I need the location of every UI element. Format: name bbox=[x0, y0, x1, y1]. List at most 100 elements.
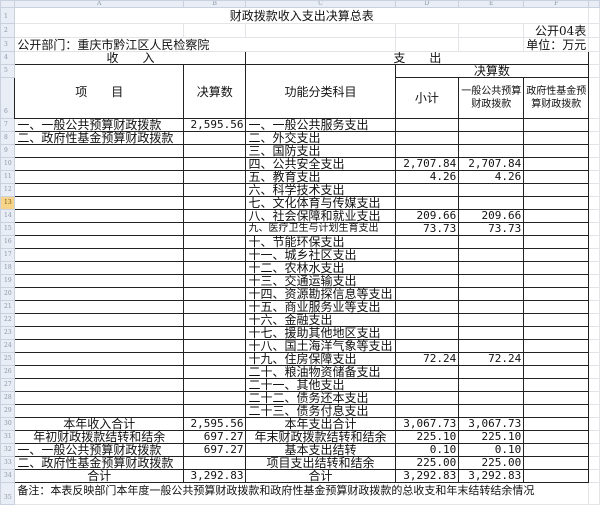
fund-budget-cell[interactable] bbox=[523, 157, 590, 171]
income-amount-cell[interactable] bbox=[183, 352, 247, 366]
general-budget-cell[interactable] bbox=[458, 196, 525, 210]
column-header-d[interactable]: D bbox=[394, 0, 460, 8]
row-header[interactable]: 24 bbox=[0, 339, 16, 353]
income-amount-cell[interactable] bbox=[183, 222, 247, 236]
income-item-cell[interactable] bbox=[14, 391, 185, 405]
income-item-cell[interactable] bbox=[14, 326, 185, 340]
fund-budget-cell[interactable] bbox=[523, 183, 590, 197]
row-header[interactable]: 16 bbox=[0, 235, 16, 249]
row-header[interactable]: 2 bbox=[0, 23, 16, 38]
income-amount-cell[interactable] bbox=[183, 209, 247, 223]
fund-budget-cell[interactable] bbox=[523, 248, 590, 262]
general-budget-cell[interactable] bbox=[458, 248, 525, 262]
fund-budget-cell[interactable] bbox=[523, 170, 590, 184]
fund-budget-cell[interactable] bbox=[523, 287, 590, 301]
income-amount-cell[interactable]: 2,595.56 bbox=[183, 118, 247, 132]
expense-function-cell[interactable]: 八、社会保障和就业支出 bbox=[245, 209, 396, 223]
subtotal-cell[interactable] bbox=[394, 183, 460, 197]
income-amount-cell[interactable] bbox=[183, 131, 247, 145]
general-budget-cell[interactable] bbox=[458, 131, 525, 145]
income-item-cell[interactable]: 一、一般公共预算财政拨款 bbox=[14, 118, 185, 132]
income-amount-cell[interactable] bbox=[183, 248, 247, 262]
fund-budget-cell[interactable] bbox=[523, 274, 590, 288]
income-item-cell[interactable] bbox=[14, 235, 185, 249]
general-budget-cell[interactable]: 209.66 bbox=[458, 209, 525, 223]
subtotal-cell[interactable] bbox=[394, 339, 460, 353]
fund-budget-cell[interactable] bbox=[523, 417, 590, 431]
general-budget-cell[interactable] bbox=[458, 274, 525, 288]
row-header[interactable]: 18 bbox=[0, 261, 16, 275]
income-item-cell[interactable]: 合计 bbox=[14, 469, 185, 483]
subtotal-cell[interactable] bbox=[394, 144, 460, 158]
row-header[interactable]: 7 bbox=[0, 118, 16, 132]
income-amount-cell[interactable]: 3,292.83 bbox=[183, 469, 247, 483]
income-amount-cell[interactable]: 2,595.56 bbox=[183, 417, 247, 431]
expense-function-cell[interactable]: 十八、国土海洋气象等支出 bbox=[245, 339, 396, 353]
row-header[interactable]: 15 bbox=[0, 222, 16, 236]
expense-function-cell[interactable]: 十五、商业服务业等支出 bbox=[245, 300, 396, 314]
expense-function-cell[interactable]: 合计 bbox=[245, 469, 396, 483]
subtotal-cell[interactable] bbox=[394, 365, 460, 379]
column-header-b[interactable]: B bbox=[183, 0, 247, 8]
income-amount-cell[interactable] bbox=[183, 261, 247, 275]
expense-function-cell[interactable]: 九、医疗卫生与计划生育支出 bbox=[245, 222, 396, 236]
income-item-cell[interactable] bbox=[14, 157, 185, 171]
income-item-cell[interactable] bbox=[14, 170, 185, 184]
subtotal-cell[interactable]: 0.10 bbox=[394, 443, 460, 457]
income-amount-cell[interactable] bbox=[183, 274, 247, 288]
expense-function-cell[interactable]: 十七、援助其他地区支出 bbox=[245, 326, 396, 340]
fund-budget-cell[interactable] bbox=[523, 469, 590, 483]
income-item-cell[interactable]: 年初财政拨款结转和结余 bbox=[14, 430, 185, 444]
income-item-cell[interactable]: 二、政府性基金预算财政拨款 bbox=[14, 131, 185, 145]
subtotal-cell[interactable] bbox=[394, 196, 460, 210]
income-amount-cell[interactable] bbox=[183, 313, 247, 327]
subtotal-cell[interactable] bbox=[394, 274, 460, 288]
column-header-c[interactable]: C bbox=[245, 0, 396, 8]
income-amount-cell[interactable]: 697.27 bbox=[183, 443, 247, 457]
expense-function-cell[interactable]: 二十一、其他支出 bbox=[245, 378, 396, 392]
row-header[interactable]: 10 bbox=[0, 157, 16, 171]
income-amount-cell[interactable] bbox=[183, 339, 247, 353]
row-header[interactable]: 26 bbox=[0, 365, 16, 379]
fund-budget-cell[interactable] bbox=[523, 261, 590, 275]
subtotal-cell[interactable] bbox=[394, 326, 460, 340]
income-amount-cell[interactable] bbox=[183, 287, 247, 301]
fund-budget-cell[interactable] bbox=[523, 456, 590, 470]
subtotal-cell[interactable]: 225.10 bbox=[394, 430, 460, 444]
subtotal-cell[interactable]: 3,292.83 bbox=[394, 469, 460, 483]
row-header[interactable]: 35 bbox=[0, 482, 16, 505]
subtotal-cell[interactable] bbox=[394, 391, 460, 405]
fund-budget-cell[interactable] bbox=[523, 235, 590, 249]
column-header-g[interactable] bbox=[588, 0, 600, 8]
row-header[interactable]: 8 bbox=[0, 131, 16, 145]
income-amount-cell[interactable] bbox=[183, 170, 247, 184]
row-header[interactable]: 22 bbox=[0, 313, 16, 327]
income-item-cell[interactable] bbox=[14, 339, 185, 353]
income-amount-cell[interactable] bbox=[183, 300, 247, 314]
subtotal-cell[interactable] bbox=[394, 235, 460, 249]
fund-budget-cell[interactable] bbox=[523, 222, 590, 236]
income-item-cell[interactable]: 二、政府性基金预算财政拨款 bbox=[14, 456, 185, 470]
expense-function-cell[interactable]: 基本支出结转 bbox=[245, 443, 396, 457]
fund-budget-cell[interactable] bbox=[523, 365, 590, 379]
income-amount-cell[interactable] bbox=[183, 365, 247, 379]
row-header[interactable]: 33 bbox=[0, 456, 16, 470]
fund-budget-cell[interactable] bbox=[523, 404, 590, 418]
general-budget-cell[interactable]: 3,292.83 bbox=[458, 469, 525, 483]
expense-function-cell[interactable]: 十四、资源勘探信息等支出 bbox=[245, 287, 396, 301]
subtotal-cell[interactable]: 4.26 bbox=[394, 170, 460, 184]
expense-function-cell[interactable]: 六、科学技术支出 bbox=[245, 183, 396, 197]
income-item-cell[interactable] bbox=[14, 209, 185, 223]
general-budget-cell[interactable]: 3,067.73 bbox=[458, 417, 525, 431]
fund-budget-cell[interactable] bbox=[523, 352, 590, 366]
row-header[interactable]: 19 bbox=[0, 274, 16, 288]
expense-function-cell[interactable]: 十二、农林水支出 bbox=[245, 261, 396, 275]
expense-function-cell[interactable]: 十三、交通运输支出 bbox=[245, 274, 396, 288]
subtotal-cell[interactable] bbox=[394, 261, 460, 275]
general-budget-cell[interactable]: 0.10 bbox=[458, 443, 525, 457]
column-header-e[interactable]: E bbox=[458, 0, 525, 8]
row-header[interactable]: 27 bbox=[0, 378, 16, 392]
fund-budget-cell[interactable] bbox=[523, 209, 590, 223]
general-budget-cell[interactable] bbox=[458, 118, 525, 132]
